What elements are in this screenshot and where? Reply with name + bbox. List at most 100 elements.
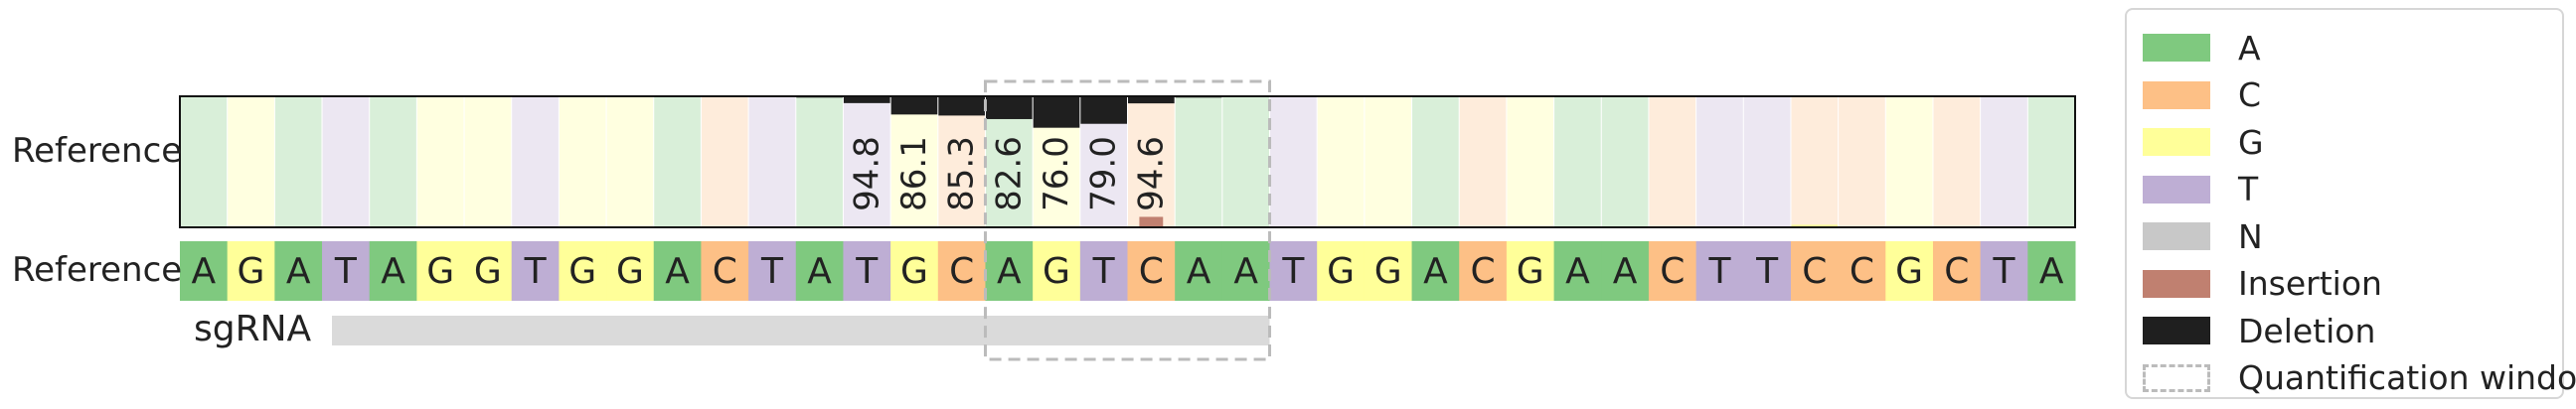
legend-swatch bbox=[2143, 269, 2210, 298]
reference-cell bbox=[1364, 96, 1413, 227]
legend-label: T bbox=[2238, 170, 2259, 208]
sequence-base-label: A bbox=[286, 251, 311, 292]
sequence-base-label: T bbox=[524, 251, 548, 292]
reference-cell bbox=[322, 96, 371, 227]
deletion-bar bbox=[937, 96, 986, 116]
sequence-cell bbox=[180, 241, 229, 301]
reference-cell bbox=[1459, 96, 1508, 227]
sequence-base-label: C bbox=[1850, 251, 1874, 292]
sequence-base-label: T bbox=[1755, 251, 1779, 292]
sequence-cell bbox=[890, 241, 939, 301]
sequence-cell bbox=[1127, 241, 1176, 301]
legend-label: Quantification window bbox=[2238, 358, 2576, 397]
sequence-base-label: A bbox=[1613, 251, 1638, 292]
sequence-base-label: A bbox=[192, 251, 217, 292]
sequence-cell bbox=[1411, 241, 1460, 301]
sequence-cell bbox=[795, 241, 844, 301]
sequence-base-label: C bbox=[1802, 251, 1827, 292]
bar-value-label: 94.8 bbox=[847, 136, 886, 211]
sequence-base-label: T bbox=[334, 251, 358, 292]
sgrna-bar bbox=[332, 316, 1270, 345]
reference-cell bbox=[274, 96, 323, 227]
sequence-cell bbox=[1932, 241, 1982, 301]
sequence-cell bbox=[701, 241, 749, 301]
legend-label: A bbox=[2238, 28, 2261, 68]
sequence-cell bbox=[464, 241, 513, 301]
sequence-base-label: G bbox=[238, 251, 265, 292]
bar-value-label: 94.6 bbox=[1131, 136, 1171, 211]
sequence-base-label: A bbox=[381, 251, 405, 292]
legend-label: G bbox=[2238, 122, 2264, 162]
reference-cell bbox=[1221, 96, 1271, 227]
reference-cell bbox=[701, 96, 749, 227]
sequence-cell bbox=[606, 241, 655, 301]
reference-cell bbox=[1411, 96, 1460, 227]
sequence-base-label: G bbox=[568, 251, 596, 292]
sequence-cell bbox=[511, 241, 560, 301]
reference-cell bbox=[416, 96, 465, 227]
legend-label: N bbox=[2238, 216, 2263, 256]
sequence-base-label: T bbox=[1092, 251, 1116, 292]
reference-cell bbox=[1553, 96, 1602, 227]
reference-cell bbox=[937, 96, 986, 227]
sequence-row-label: Reference bbox=[12, 250, 182, 290]
sequence-cell bbox=[1033, 241, 1081, 301]
sequence-base-label: A bbox=[1565, 251, 1590, 292]
sequence-base-label: A bbox=[1187, 251, 1211, 292]
sequence-cell bbox=[1601, 241, 1650, 301]
legend-item: Deletion bbox=[2143, 307, 2375, 354]
reference-cell bbox=[1269, 96, 1318, 227]
legend-swatch bbox=[2143, 80, 2210, 109]
sequence-cell bbox=[843, 241, 891, 301]
reference-cell bbox=[1127, 96, 1176, 227]
bar-value-label: 82.6 bbox=[989, 136, 1029, 211]
sequence-cell bbox=[1885, 241, 1934, 301]
reference-cell bbox=[606, 96, 655, 227]
deletion-bar bbox=[1079, 96, 1128, 124]
sequence-base-label: T bbox=[855, 251, 879, 292]
sequence-cell bbox=[1269, 241, 1318, 301]
sequence-cell bbox=[1553, 241, 1602, 301]
sequence-cell bbox=[1838, 241, 1886, 301]
reference-cell bbox=[1743, 96, 1792, 227]
sequence-cell bbox=[369, 241, 417, 301]
reference-cell bbox=[795, 96, 844, 227]
sequence-base-label: C bbox=[949, 251, 974, 292]
sequence-base-label: T bbox=[1281, 251, 1305, 292]
legend-swatch bbox=[2143, 175, 2210, 204]
sequence-cell bbox=[1364, 241, 1413, 301]
sequence-base-label: C bbox=[1944, 251, 1969, 292]
legend-label: Deletion bbox=[2238, 311, 2376, 350]
deletion-bar bbox=[843, 96, 891, 103]
reference-cell bbox=[1838, 96, 1886, 227]
sequence-base-label: G bbox=[1327, 251, 1355, 292]
legend-item: A bbox=[2143, 24, 2261, 71]
legend-item: C bbox=[2143, 71, 2261, 119]
sequence-cell bbox=[2027, 241, 2076, 301]
sequence-base-label: A bbox=[665, 251, 690, 292]
quantification-window bbox=[983, 79, 1272, 361]
sequence-cell bbox=[1648, 241, 1697, 301]
reference-cell bbox=[1790, 96, 1840, 227]
legend-swatch bbox=[2143, 317, 2210, 344]
sequence-base-label: G bbox=[616, 251, 644, 292]
sequence-cell bbox=[1079, 241, 1128, 301]
bar-value-label: 76.0 bbox=[1037, 136, 1076, 211]
reference-cell bbox=[559, 96, 607, 227]
reference-cell bbox=[1885, 96, 1934, 227]
sequence-base-label: C bbox=[1470, 251, 1495, 292]
reference-cell bbox=[843, 96, 891, 227]
sequence-cell bbox=[748, 241, 797, 301]
sequence-base-label: A bbox=[807, 251, 832, 292]
legend-swatch bbox=[2143, 363, 2210, 392]
substitution-bar bbox=[1790, 224, 1839, 227]
reference-cell bbox=[1980, 96, 2028, 227]
reference-cell bbox=[1317, 96, 1366, 227]
sequence-base-label: G bbox=[1043, 251, 1070, 292]
reference-frequency-row bbox=[179, 95, 2076, 228]
legend-swatch bbox=[2143, 128, 2210, 156]
reference-cell bbox=[1932, 96, 1982, 227]
sequence-base-label: T bbox=[1707, 251, 1731, 292]
sequence-cell bbox=[559, 241, 607, 301]
